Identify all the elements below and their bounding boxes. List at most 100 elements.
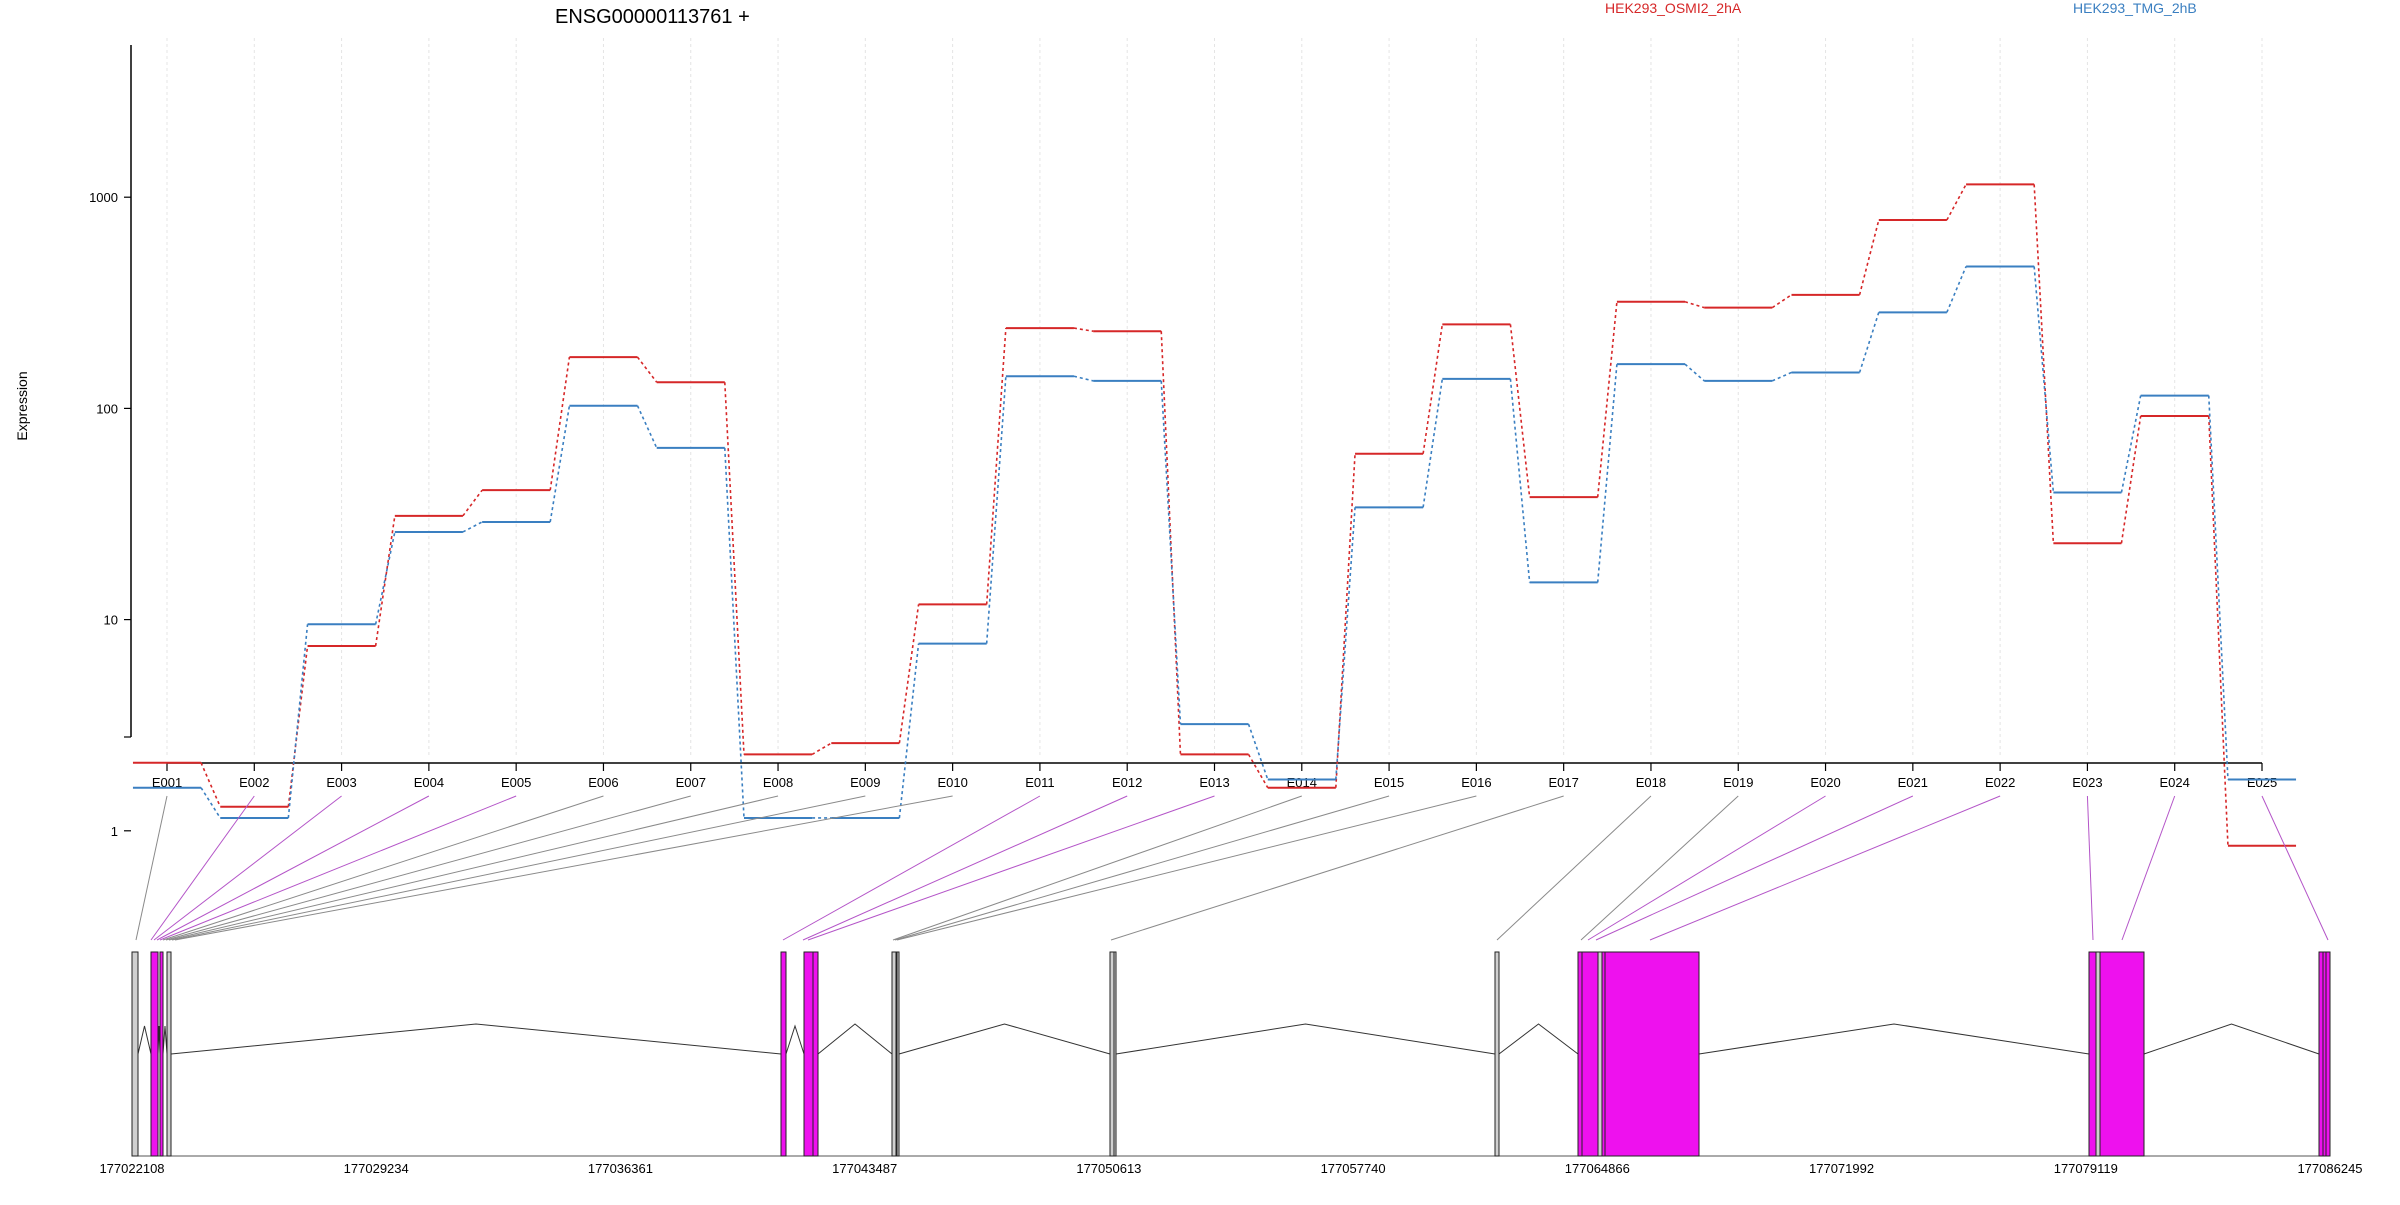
- connector-E010: [174, 795, 953, 941]
- series-1-connector: [1422, 324, 1444, 454]
- legend-series-1: HEK293_OSMI2_2hA: [1605, 0, 1742, 16]
- x-tick-label-E002: E002: [239, 775, 269, 790]
- x-tick-label-E004: E004: [414, 775, 444, 790]
- connector-E012: [802, 795, 1128, 941]
- x-tick-label-E021: E021: [1898, 775, 1928, 790]
- exon-block: [1581, 951, 1599, 1157]
- y-tick-label: 10: [104, 613, 118, 628]
- axes: 1 10 100 1000 E001 E002 E003 E004 E005 E006 E007 E0…: [89, 45, 2277, 839]
- genome-coordinate-label: 177064866: [1565, 1161, 1630, 1176]
- series-1-connector: [1073, 327, 1094, 332]
- exon-block: [131, 951, 139, 1157]
- series-1-connector: [1509, 324, 1531, 498]
- series-2-connector: [1684, 363, 1705, 382]
- series-2-connector: [1073, 375, 1094, 382]
- series-2-connector: [1946, 266, 1967, 313]
- series-1-connector: [1247, 754, 1269, 789]
- genome-coordinate-label: 177050613: [1076, 1161, 1141, 1176]
- series-lines: [132, 183, 2297, 847]
- exon-block: [159, 951, 164, 1157]
- exon-block: [2088, 951, 2097, 1157]
- x-tick-label-E001: E001: [152, 775, 182, 790]
- exon-block: [1109, 951, 1115, 1157]
- genome-coordinate-label: 177036361: [588, 1161, 653, 1176]
- series-2-connector: [2033, 266, 2055, 493]
- exon-block: [812, 951, 819, 1157]
- series-1-connector: [898, 604, 920, 744]
- connector-E006: [162, 795, 604, 941]
- series-2-connector: [1247, 723, 1269, 780]
- series-1-connector: [2033, 184, 2055, 544]
- series-2-connector: [1858, 312, 1880, 373]
- exon-block: [891, 951, 897, 1157]
- exon-block: [2099, 951, 2145, 1157]
- y-tick-label: 100: [96, 401, 118, 416]
- series-2-connector: [2207, 395, 2229, 780]
- connector-E024: [2121, 795, 2176, 941]
- x-tick-label-E011: E011: [1025, 775, 1054, 790]
- exon-block: [2325, 951, 2331, 1157]
- exon-block: [1597, 951, 1603, 1157]
- connector-E013: [807, 795, 1215, 941]
- intron-line: [1498, 1023, 1579, 1055]
- series-2-connector: [1422, 378, 1444, 508]
- series-1-connector: [811, 742, 832, 756]
- exon-block: [1113, 951, 1117, 1157]
- y-tick-label: 1000: [89, 190, 118, 205]
- x-tick-label-E019: E019: [1723, 775, 1753, 790]
- series-1-connector: [1335, 453, 1356, 788]
- gridlines: [166, 38, 2263, 755]
- y-axis-label: Expression: [14, 371, 30, 440]
- connector-E017: [1110, 795, 1564, 941]
- series-1-connector: [2207, 416, 2229, 846]
- series-2-connector: [1771, 371, 1792, 382]
- series-1-connector: [1858, 219, 1880, 296]
- x-tick-label-E005: E005: [501, 775, 531, 790]
- gene-model: 177022108 177029234 177036361 177043487 1770…: [99, 951, 2363, 1176]
- x-tick-label-E012: E012: [1112, 775, 1142, 790]
- exon-block: [1577, 951, 1583, 1157]
- series-1-connector: [549, 356, 571, 491]
- connector-E002: [150, 795, 255, 941]
- exon-block: [2318, 951, 2324, 1157]
- series-1-connector: [1771, 294, 1792, 309]
- connector-E015: [894, 795, 1390, 941]
- exon-block: [166, 951, 172, 1157]
- genome-coordinate-label: 177022108: [99, 1161, 164, 1176]
- x-tick-label-E003: E003: [326, 775, 356, 790]
- series-1-connector: [723, 382, 745, 755]
- x-tick-label-E009: E009: [850, 775, 880, 790]
- connector-E008: [168, 795, 779, 941]
- connector-E020: [1587, 795, 1826, 941]
- genome-coordinate-label: 177043487: [832, 1161, 897, 1176]
- connector-E016: [896, 795, 1477, 941]
- intron-line: [898, 1023, 1111, 1055]
- connector-E001: [135, 795, 168, 941]
- connector-E007: [165, 795, 691, 941]
- series-1-connector: [200, 762, 221, 808]
- series-2-connector: [1596, 364, 1618, 583]
- exon-block: [1494, 951, 1500, 1157]
- genome-coordinate-label: 177071992: [1809, 1161, 1874, 1176]
- x-tick-label-E025: E025: [2247, 775, 2277, 790]
- series-1-connector: [636, 356, 658, 383]
- exon-block: [780, 951, 787, 1157]
- series-2-connector: [1509, 378, 1531, 583]
- series-1-connector: [985, 328, 1007, 605]
- series-1-connector: [1946, 184, 1967, 221]
- legend-series-2: HEK293_TMG_2hB: [2073, 0, 2197, 16]
- intron-line: [1115, 1023, 1496, 1055]
- intron-line: [817, 1023, 893, 1055]
- connector-E004: [156, 795, 430, 941]
- series-2-connector: [1160, 380, 1182, 725]
- x-tick-label-E016: E016: [1461, 775, 1491, 790]
- genome-coordinate-label: 177029234: [344, 1161, 409, 1176]
- connector-E021: [1595, 795, 1914, 941]
- exon-block: [1604, 951, 1700, 1157]
- intron-line: [162, 1025, 168, 1055]
- connector-E005: [159, 795, 517, 941]
- series-1-connector: [1684, 300, 1705, 309]
- genome-coordinate-label: 177057740: [1321, 1161, 1386, 1176]
